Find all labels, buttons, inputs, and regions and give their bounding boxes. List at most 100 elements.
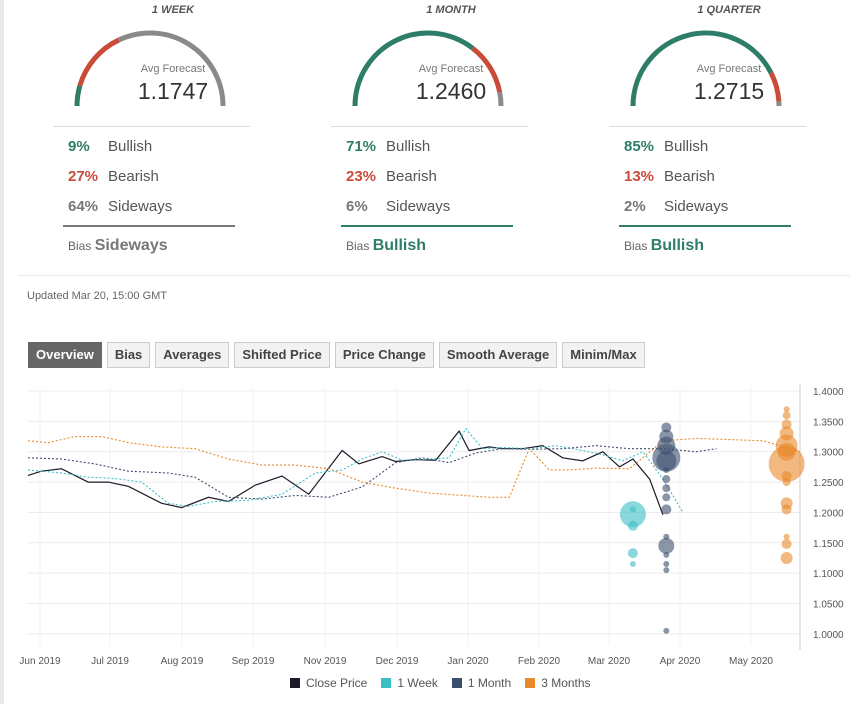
gauge-arc-bearish bbox=[768, 71, 782, 102]
y-tick-label: 1.2000 bbox=[813, 508, 844, 519]
avg-forecast-value: 1.2460 bbox=[415, 78, 487, 104]
y-tick-label: 1.3500 bbox=[813, 417, 844, 428]
forecast-panel-2: 1 QUARTER Avg Forecast 1.2715 85% Bullish… bbox=[609, 0, 849, 254]
gauge-arc-bearish bbox=[77, 37, 121, 87]
forecast-bubble bbox=[663, 567, 670, 574]
x-tick-label: May 2020 bbox=[729, 656, 773, 667]
forecast-bubble bbox=[663, 551, 670, 558]
forecast-bubble bbox=[629, 561, 636, 568]
bias-line: Bias Sideways bbox=[68, 237, 168, 255]
bearish-row: 27% Bearish bbox=[68, 168, 159, 185]
series-line-3-months bbox=[27, 436, 801, 498]
forecast-bubble bbox=[782, 411, 791, 420]
bullish-percent: 85% bbox=[624, 138, 655, 155]
x-tick-label: Apr 2020 bbox=[660, 656, 701, 667]
forecast-bubble bbox=[629, 506, 636, 513]
bullish-row: 85% Bullish bbox=[624, 138, 708, 155]
forecast-bubble bbox=[627, 520, 638, 531]
avg-forecast-value: 1.1747 bbox=[137, 78, 209, 104]
tab-averages[interactable]: Averages bbox=[155, 342, 230, 368]
tab-minim-max[interactable]: Minim/Max bbox=[562, 342, 645, 368]
avg-forecast-label: Avg Forecast bbox=[140, 63, 206, 75]
forecast-bubble bbox=[780, 551, 793, 564]
bias-label: Bias bbox=[346, 239, 370, 253]
x-tick-label: Mar 2020 bbox=[588, 656, 631, 667]
bearish-label: Bearish bbox=[108, 168, 159, 185]
y-tick-label: 1.4000 bbox=[813, 387, 844, 398]
sideways-label: Sideways bbox=[108, 198, 173, 215]
forecast-bubble bbox=[782, 478, 791, 487]
bullish-percent: 9% bbox=[68, 138, 90, 155]
tab-shifted-price[interactable]: Shifted Price bbox=[234, 342, 330, 368]
x-tick-label: Dec 2019 bbox=[376, 656, 419, 667]
legend-label: 3 Months bbox=[541, 676, 591, 690]
tab-smooth-average[interactable]: Smooth Average bbox=[438, 342, 558, 368]
x-tick-label: Jul 2019 bbox=[91, 656, 129, 667]
panel-title: 1 MONTH bbox=[426, 4, 476, 16]
x-tick-label: Sep 2019 bbox=[232, 656, 275, 667]
panel-title: 1 QUARTER bbox=[697, 4, 761, 16]
bearish-row: 23% Bearish bbox=[346, 168, 437, 185]
forecast-gauge bbox=[352, 30, 504, 107]
x-tick-label: Jan 2020 bbox=[447, 656, 489, 667]
series-line-close-price bbox=[27, 430, 664, 516]
bias-underline bbox=[63, 225, 235, 227]
avg-forecast-label: Avg Forecast bbox=[696, 63, 762, 75]
panel-divider bbox=[53, 126, 250, 127]
sideways-row: 2% Sideways bbox=[624, 198, 728, 215]
gauge-arc-bullish bbox=[352, 30, 475, 107]
sideways-label: Sideways bbox=[386, 198, 451, 215]
series-line-1-month bbox=[27, 445, 717, 500]
bullish-label: Bullish bbox=[664, 138, 709, 155]
x-tick-label: Feb 2020 bbox=[518, 656, 561, 667]
y-tick-label: 1.0000 bbox=[813, 630, 844, 641]
avg-forecast-value: 1.2715 bbox=[693, 78, 765, 104]
bullish-label: Bullish bbox=[108, 138, 153, 155]
bullish-percent: 71% bbox=[346, 138, 377, 155]
tab-bias[interactable]: Bias bbox=[106, 342, 151, 368]
bearish-percent: 13% bbox=[624, 168, 655, 185]
y-tick-label: 1.3000 bbox=[813, 448, 844, 459]
forecast-bubble bbox=[781, 419, 792, 430]
bullish-row: 71% Bullish bbox=[346, 138, 430, 155]
gauge-arc-bearish bbox=[471, 46, 503, 93]
bias-value: Bullish bbox=[650, 237, 705, 254]
forecast-bubble bbox=[658, 537, 675, 554]
bearish-percent: 23% bbox=[346, 168, 377, 185]
bias-underline bbox=[619, 225, 791, 227]
legend-item[interactable]: 1 Month bbox=[451, 676, 511, 690]
gauge-arc-bullish bbox=[74, 84, 83, 107]
forecast-bubble bbox=[662, 493, 671, 502]
forecast-bubble bbox=[619, 501, 646, 528]
tab-price-change[interactable]: Price Change bbox=[334, 342, 434, 368]
bearish-row: 13% Bearish bbox=[624, 168, 715, 185]
forecast-bubble bbox=[662, 484, 671, 493]
bias-value: Sideways bbox=[94, 237, 168, 254]
legend-item[interactable]: 3 Months bbox=[525, 676, 591, 690]
forecast-chart: 1.0000 1.0500 1.1000 1.1500 1.2000 1.2500 1.30… bbox=[19, 384, 844, 667]
bias-label: Bias bbox=[68, 239, 92, 253]
sideways-label: Sideways bbox=[664, 198, 729, 215]
forecast-bubble bbox=[656, 450, 677, 471]
legend-item[interactable]: Close Price bbox=[290, 676, 367, 690]
gauge-arc-bullish bbox=[630, 30, 774, 107]
forecast-bubble bbox=[781, 504, 792, 515]
legend-label: 1 Week bbox=[397, 676, 438, 690]
tab-overview[interactable]: Overview bbox=[28, 342, 102, 368]
legend-swatch bbox=[290, 678, 300, 688]
forecast-bubble bbox=[781, 471, 792, 482]
forecast-gauge bbox=[630, 30, 782, 107]
legend-swatch bbox=[381, 678, 392, 688]
y-tick-label: 1.1500 bbox=[813, 539, 844, 550]
forecast-bubble bbox=[661, 504, 672, 515]
chart-legend: Close Price 1 Week 1 Month 3 Months bbox=[290, 676, 591, 690]
legend-item[interactable]: 1 Week bbox=[381, 676, 438, 690]
bias-underline bbox=[341, 225, 513, 227]
bearish-percent: 27% bbox=[68, 168, 99, 185]
forecast-bubble bbox=[768, 445, 805, 482]
forecast-bubble bbox=[663, 466, 670, 473]
forecast-panel-1: 1 MONTH Avg Forecast 1.2460 71% Bullish 2… bbox=[331, 0, 571, 254]
bullish-label: Bullish bbox=[386, 138, 431, 155]
forecast-bubble bbox=[781, 539, 792, 550]
legend-swatch bbox=[525, 678, 536, 688]
